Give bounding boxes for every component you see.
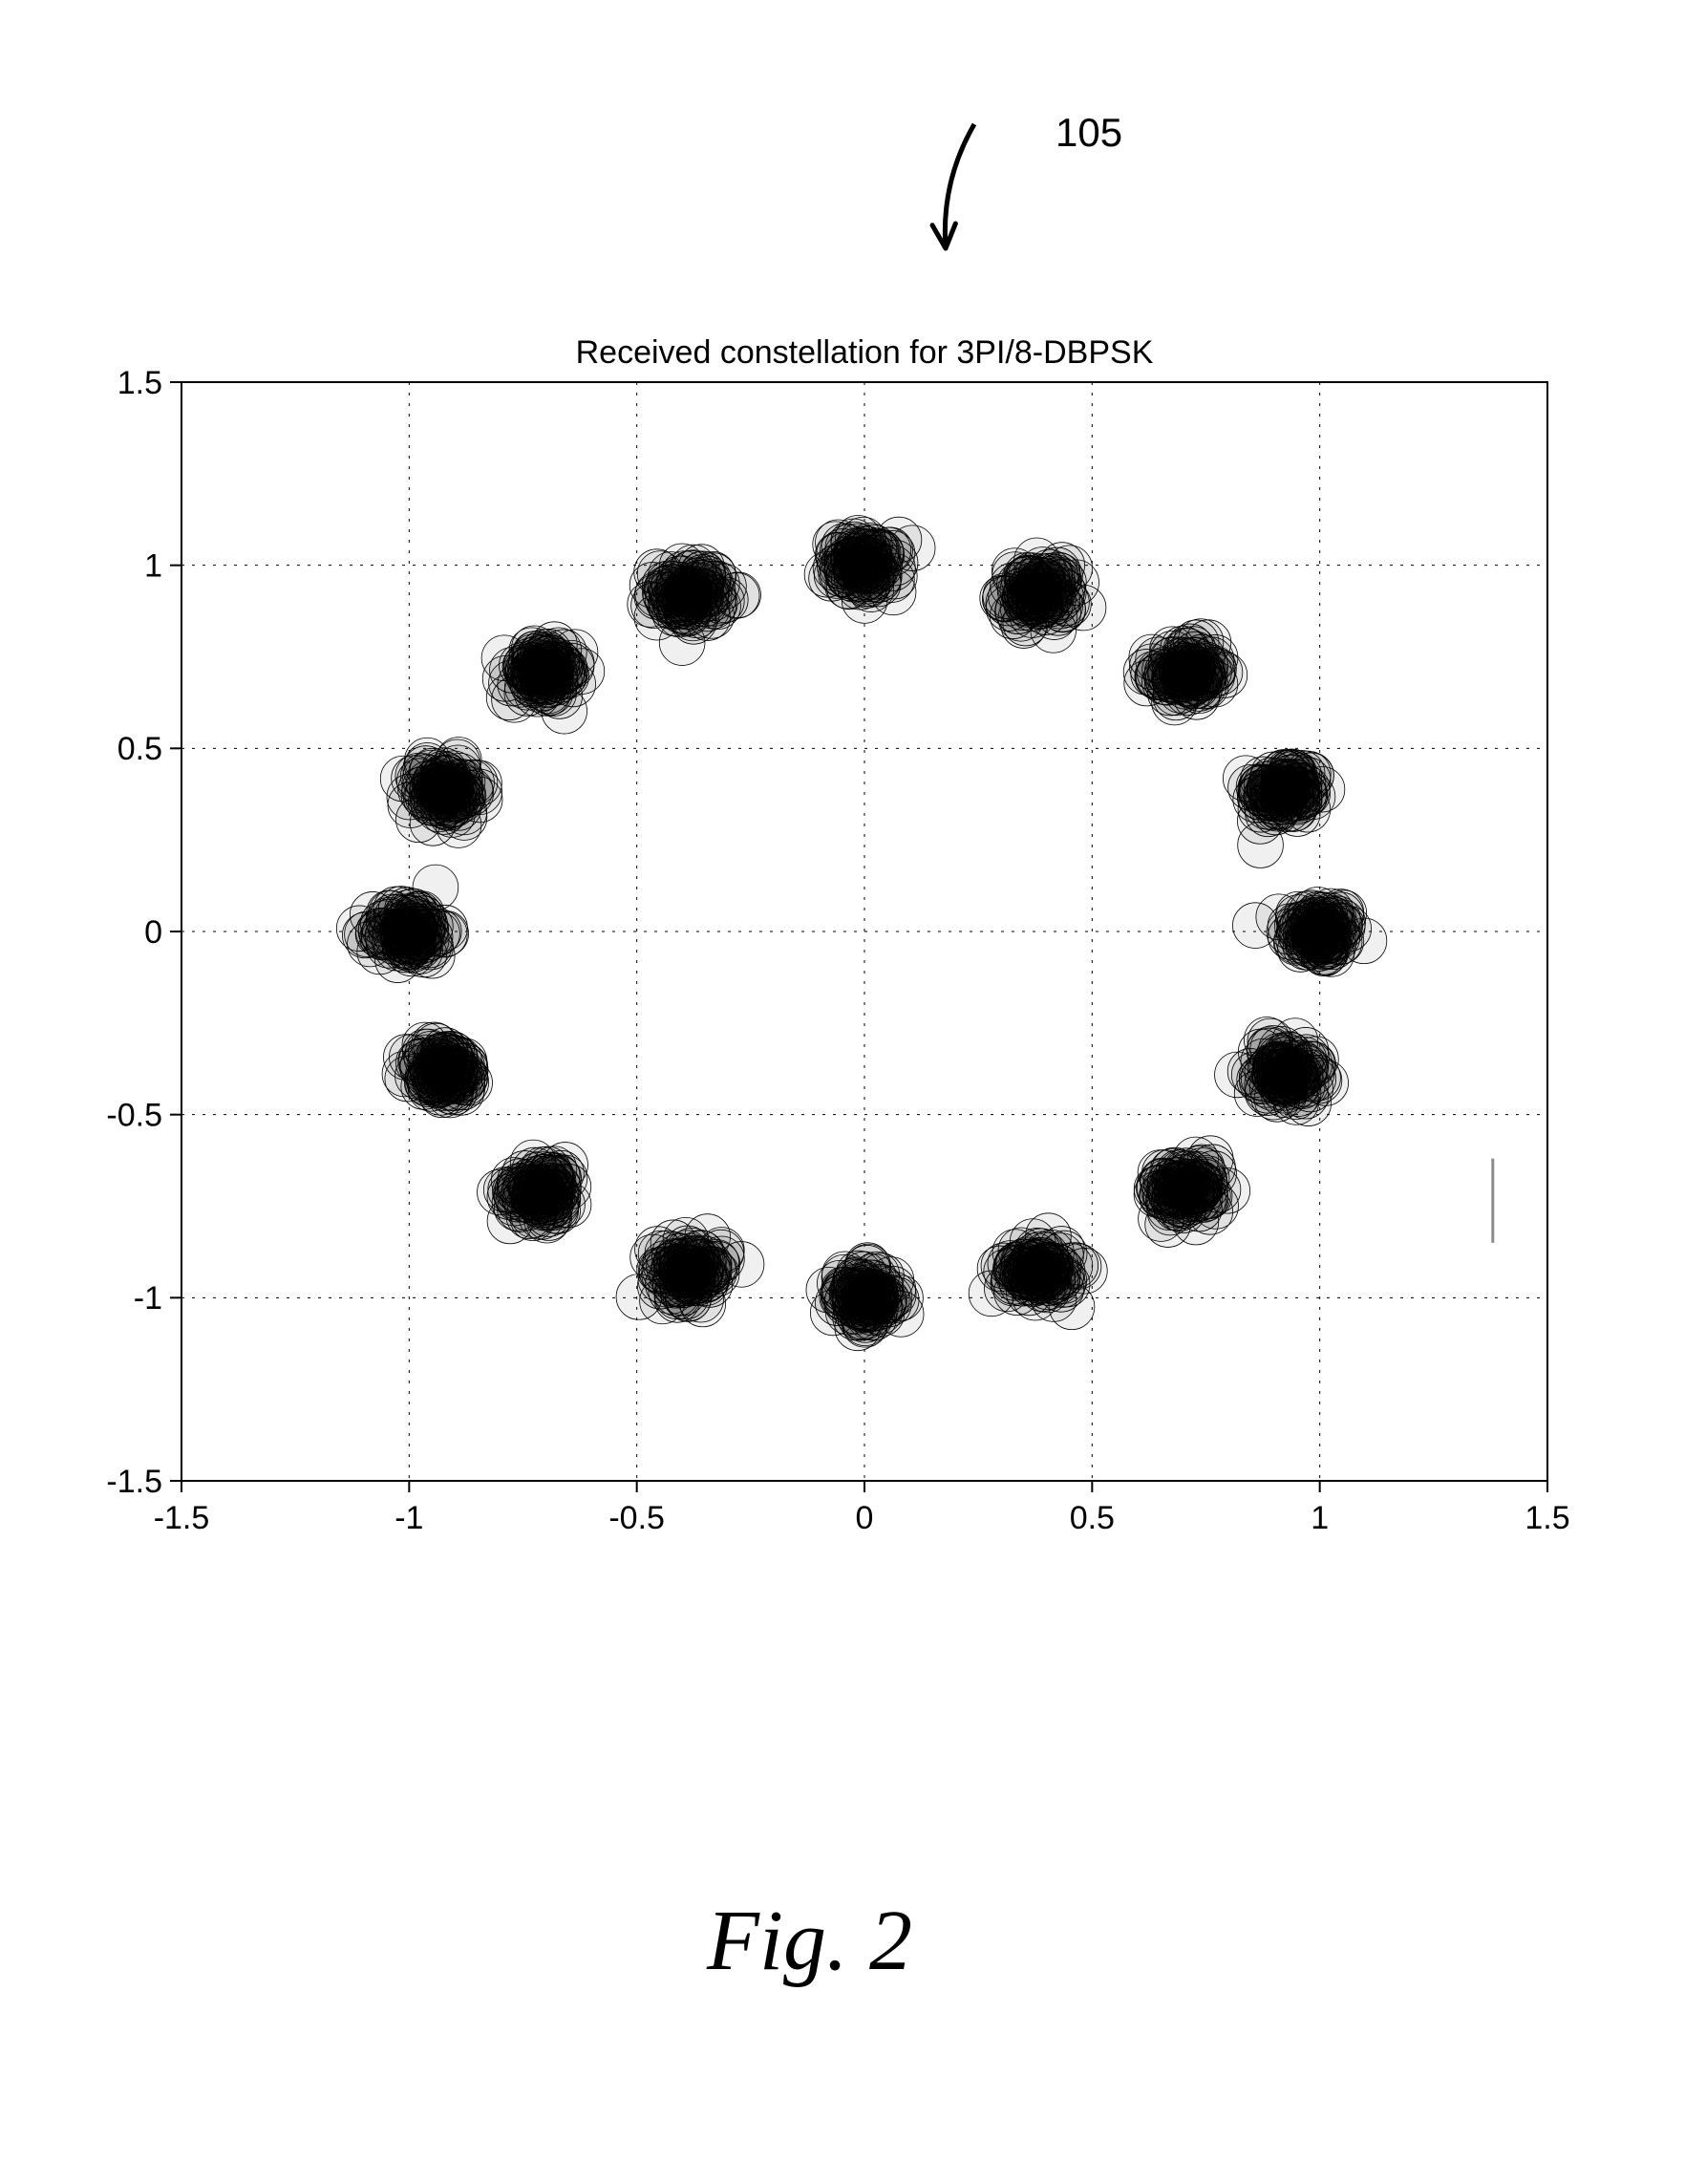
data-point [1248, 1027, 1293, 1073]
data-point [504, 664, 550, 710]
figure-caption: Fig. 2 [707, 1892, 912, 1990]
x-tick-label: 1 [1311, 1500, 1329, 1536]
y-tick-label: 1.5 [117, 365, 162, 401]
y-tick-label: -1 [134, 1280, 162, 1317]
y-tick-label: -0.5 [106, 1098, 162, 1134]
x-tick-label: 0 [856, 1500, 874, 1536]
data-point [397, 759, 443, 804]
data-point [1256, 776, 1302, 822]
data-point [1278, 927, 1324, 973]
y-tick-label: 0 [144, 914, 162, 951]
data-point [423, 1033, 469, 1079]
data-point [997, 568, 1043, 614]
data-point [871, 553, 917, 599]
x-tick-label: -1.5 [154, 1500, 210, 1536]
x-tick-label: 0.5 [1070, 1500, 1115, 1536]
x-tick-label: -0.5 [608, 1500, 665, 1536]
data-point [1039, 543, 1085, 589]
data-point [1287, 1041, 1333, 1087]
data-point [1205, 1167, 1250, 1213]
page: 105 Received constellation for 3PI/8-DBP… [0, 0, 1706, 2184]
data-point [1164, 646, 1210, 692]
x-tick-label: -1 [395, 1500, 423, 1536]
x-tick-label: 1.5 [1525, 1500, 1569, 1536]
chart-title: Received constellation for 3PI/8-DBPSK [576, 334, 1154, 371]
data-point [526, 1152, 572, 1198]
data-point [1138, 1150, 1184, 1196]
y-tick-label: 1 [144, 548, 162, 585]
reference-arrow [945, 124, 974, 248]
data-point [663, 580, 709, 626]
constellation-chart: Received constellation for 3PI/8-DBPSK -1… [0, 0, 1706, 2184]
y-tick-label: 0.5 [117, 731, 162, 767]
data-point [506, 1193, 552, 1239]
y-tick-label: -1.5 [106, 1464, 162, 1500]
data-point [850, 1274, 896, 1319]
data-point [698, 1230, 744, 1275]
data-point [360, 914, 406, 960]
data-point [1232, 903, 1278, 949]
data-point [544, 653, 589, 699]
data-point [1010, 1239, 1056, 1285]
